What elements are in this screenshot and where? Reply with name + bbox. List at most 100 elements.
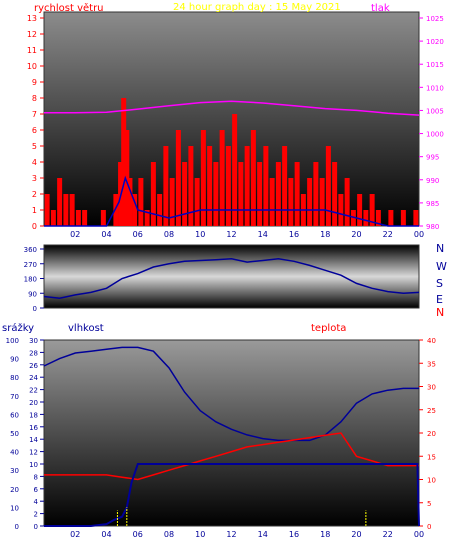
humidity-tick-label: 80 [10,374,19,382]
humidity-tick-label: 90 [10,356,19,364]
pressure-label: tlak [371,3,390,14]
rain-tick-label: 16 [29,424,38,432]
rain-tick-label: 14 [29,436,38,444]
rain-tick-label: 6 [34,486,39,494]
rain-tick-label: 4 [34,498,39,506]
y-tick-label: 8 [32,94,37,103]
x-tick-label: 00 [414,530,424,539]
temp-tick-label: 0 [427,523,431,531]
wind-average-line [44,175,419,227]
humidity-tick-label: 60 [10,411,19,419]
x-tick-label: 22 [383,530,393,539]
humidity-tick-label: 30 [10,467,19,475]
rain-tick-label: 30 [29,337,38,345]
x-tick-label: 14 [258,230,268,239]
rain-tick-label: 28 [29,349,38,357]
y-tick-label: 13 [27,14,37,23]
humidity-tick-label: 40 [10,449,19,457]
compass-s: S [436,277,443,290]
chart-title: 24 hour graph day : 15 May 2021 [173,2,341,13]
x-tick-label: 02 [70,530,80,539]
rain-tick-label: 20 [29,399,38,407]
compass-n-top: N [436,242,444,255]
y2-tick-label: 990 [426,177,439,185]
temp-humidity-plot-area [43,339,420,527]
rain-total-line [44,463,420,527]
y-tick-label: 180 [24,276,37,284]
y2-tick-label: 1010 [426,84,444,92]
y2-tick-label: 985 [426,200,439,208]
rain-tick-label: 22 [29,387,38,395]
wind-speed-label: rychlost větru [34,2,104,14]
humidity-tick-label: 20 [10,486,19,494]
humidity-tick-label: 50 [10,430,19,438]
temperature-label: teplota [311,323,346,334]
temp-tick-label: 5 [427,500,431,508]
x-tick-label: 12 [226,530,236,539]
rain-tick-label: 2 [34,511,38,519]
y-tick-label: 12 [27,30,37,39]
compass-w: W [436,260,447,273]
x-tick-label: 14 [258,530,268,539]
x-tick-label: 12 [226,230,236,239]
x-tick-label: 22 [383,230,393,239]
rain-tick-label: 8 [34,473,38,481]
compass-n-bottom: N [436,306,444,319]
x-tick-label: 16 [289,230,299,239]
y-tick-label: 1 [32,206,37,215]
temp-tick-label: 30 [427,384,436,392]
wind-direction-plot-area [43,244,420,309]
y-tick-label: 6 [32,126,37,135]
x-tick-label: 02 [70,230,80,239]
temp-tick-label: 10 [427,477,436,485]
y-tick-label: 3 [32,174,37,183]
rain-tick-label: 0 [34,523,38,531]
rain-tick-label: 18 [29,411,38,419]
pressure-line [44,100,420,116]
y-tick-label: 11 [27,46,37,55]
humidity-tick-label: 10 [10,504,19,512]
temp-tick-label: 40 [427,337,436,345]
chart-marks: 0123456789101112139809859909951000100510… [6,14,444,539]
temp-tick-label: 35 [427,360,436,368]
y-tick-label: 360 [24,246,37,254]
y2-tick-label: 1015 [426,61,444,69]
y2-tick-label: 1025 [426,15,444,23]
wind-direction-line [43,258,420,299]
humidity-tick-label: 100 [6,337,19,345]
humidity-tick-label: 70 [10,393,19,401]
y2-tick-label: 1000 [426,131,444,139]
humidity-label: vlhkost [68,323,104,334]
y2-tick-label: 995 [426,154,439,162]
temp-tick-label: 15 [427,453,436,461]
x-tick-label: 10 [195,530,205,539]
x-tick-label: 04 [101,530,111,539]
humidity-tick-label: 0 [15,523,19,531]
y-tick-label: 7 [32,110,37,119]
y-tick-label: 10 [27,62,37,71]
rain-tick-label: 12 [29,449,38,457]
temperature-line [44,432,419,481]
rain-tick-label: 26 [29,362,38,370]
y-tick-label: 90 [28,290,37,298]
y-tick-label: 0 [33,305,37,313]
rain-tick-label: 10 [29,461,38,469]
y-tick-label: 5 [32,142,37,151]
x-tick-label: 04 [101,230,111,239]
y2-tick-label: 1005 [426,107,444,115]
compass-e: E [436,293,443,306]
rain-tick-label: 24 [29,374,38,382]
temp-tick-label: 20 [427,430,436,438]
x-tick-label: 06 [133,530,143,539]
y-tick-label: 4 [32,158,37,167]
humidity-line [43,346,419,442]
y-tick-label: 2 [32,190,37,199]
x-tick-label: 06 [133,230,143,239]
x-tick-label: 18 [320,230,330,239]
wind-pressure-plot-area [43,11,420,227]
x-tick-label: 00 [414,230,424,239]
y-tick-label: 9 [32,78,37,87]
x-tick-label: 16 [289,530,299,539]
